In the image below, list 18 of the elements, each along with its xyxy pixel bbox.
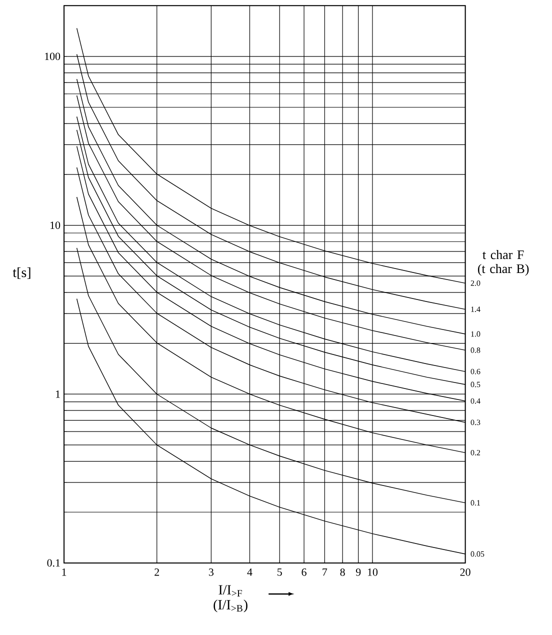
x-tick-label: 8 xyxy=(340,568,345,576)
x-tick-label: 3 xyxy=(208,568,214,576)
x-tick-label: 7 xyxy=(322,568,327,576)
x-tick-label: 1 xyxy=(62,568,66,576)
x-tick-label: 9 xyxy=(356,568,360,576)
y-tick-label: 1 xyxy=(56,390,60,398)
y-axis-title: t[s] xyxy=(12,267,30,279)
x-tick-label: 5 xyxy=(277,568,282,576)
x-tick-label: 6 xyxy=(302,568,306,576)
y-tick-label: 10 xyxy=(50,222,60,229)
x-tick-label: 2 xyxy=(154,568,159,576)
y-tick-label: 0.1 xyxy=(47,559,60,567)
x-tick-label: 4 xyxy=(247,568,252,576)
y-tick-label: 100 xyxy=(44,52,60,60)
x-axis-title: I/I$_{>F}$ (I/I$_{>B}$) xyxy=(214,585,248,612)
x-tick-label: 20 xyxy=(460,568,470,576)
legend-title: t char F (t char B) xyxy=(478,250,528,276)
x-tick-label: 10 xyxy=(368,568,378,576)
